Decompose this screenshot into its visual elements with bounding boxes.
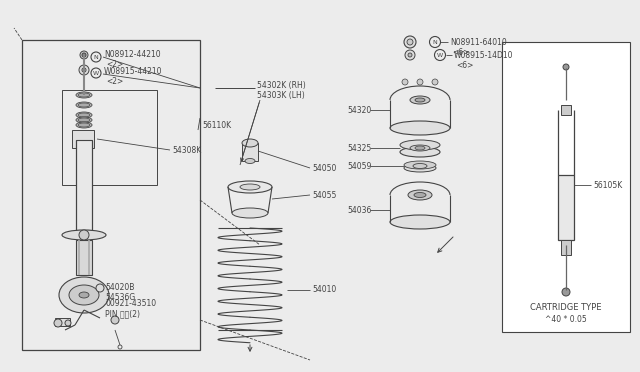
Text: <2>: <2>: [106, 60, 124, 68]
Ellipse shape: [410, 145, 430, 151]
Text: <2>: <2>: [106, 77, 124, 86]
Ellipse shape: [76, 92, 92, 98]
Text: 54036: 54036: [348, 205, 372, 215]
Text: N: N: [433, 39, 437, 45]
Circle shape: [562, 288, 570, 296]
Bar: [502, 42, 630, 332]
Ellipse shape: [242, 139, 258, 147]
Ellipse shape: [390, 215, 450, 229]
Ellipse shape: [413, 164, 427, 169]
Bar: [76, 240, 92, 275]
Text: 54320: 54320: [348, 106, 372, 115]
Ellipse shape: [400, 147, 440, 157]
Text: 54010: 54010: [312, 285, 336, 295]
Text: 56105K: 56105K: [593, 180, 622, 189]
Ellipse shape: [245, 158, 255, 164]
Circle shape: [65, 320, 71, 326]
Circle shape: [408, 53, 412, 57]
Ellipse shape: [79, 292, 89, 298]
Text: 54303K (LH): 54303K (LH): [257, 90, 305, 99]
Bar: [561, 240, 571, 255]
Ellipse shape: [69, 285, 99, 305]
Circle shape: [96, 284, 104, 292]
Circle shape: [407, 39, 413, 45]
Ellipse shape: [404, 164, 436, 172]
Bar: [22, 40, 200, 350]
Text: N: N: [93, 55, 99, 60]
Circle shape: [80, 51, 88, 59]
Bar: [561, 105, 571, 115]
Ellipse shape: [78, 123, 90, 127]
Ellipse shape: [232, 208, 268, 218]
Ellipse shape: [59, 277, 109, 313]
Circle shape: [79, 230, 89, 240]
Bar: [558, 175, 574, 240]
Text: 00921-43510
PIN ピン(2): 00921-43510 PIN ピン(2): [105, 299, 156, 319]
Text: 54059: 54059: [348, 161, 372, 170]
Text: W08915-14D10: W08915-14D10: [454, 51, 513, 60]
Text: 56110K: 56110K: [202, 121, 231, 129]
Ellipse shape: [415, 98, 425, 102]
Ellipse shape: [76, 117, 92, 123]
Ellipse shape: [240, 184, 260, 190]
Circle shape: [111, 316, 119, 324]
Ellipse shape: [410, 96, 430, 104]
Text: W08915-44210: W08915-44210: [104, 67, 163, 76]
Text: N08912-44210: N08912-44210: [104, 49, 161, 58]
Text: 54302K (RH): 54302K (RH): [257, 80, 306, 90]
Bar: [242, 143, 258, 161]
Text: <6>: <6>: [452, 48, 469, 57]
Circle shape: [82, 53, 86, 57]
Ellipse shape: [390, 121, 450, 135]
Ellipse shape: [415, 146, 425, 150]
Circle shape: [405, 50, 415, 60]
Text: 54536G: 54536G: [105, 294, 135, 302]
Text: ^40 * 0.05: ^40 * 0.05: [545, 315, 587, 324]
Ellipse shape: [78, 118, 90, 122]
Circle shape: [79, 65, 89, 75]
Ellipse shape: [414, 192, 426, 198]
Bar: [72, 130, 94, 148]
Circle shape: [432, 79, 438, 85]
Ellipse shape: [76, 112, 92, 118]
Ellipse shape: [400, 140, 440, 150]
Ellipse shape: [78, 103, 90, 107]
Circle shape: [563, 64, 569, 70]
Circle shape: [417, 79, 423, 85]
Text: 54308K: 54308K: [172, 145, 201, 154]
Circle shape: [402, 79, 408, 85]
Text: N08911-64010: N08911-64010: [450, 38, 507, 46]
Bar: [55, 318, 70, 326]
Ellipse shape: [228, 181, 272, 193]
Text: W: W: [437, 52, 443, 58]
Ellipse shape: [408, 190, 432, 200]
Bar: [76, 140, 92, 230]
Ellipse shape: [76, 122, 92, 128]
Circle shape: [404, 36, 416, 48]
Text: 54055: 54055: [312, 190, 337, 199]
Text: 54325: 54325: [348, 144, 372, 153]
Text: <6>: <6>: [456, 61, 474, 70]
Ellipse shape: [404, 161, 436, 169]
Text: 54020B: 54020B: [105, 283, 134, 292]
Ellipse shape: [78, 93, 90, 97]
Text: W: W: [93, 71, 99, 76]
Ellipse shape: [76, 102, 92, 108]
Bar: [62, 90, 157, 185]
Circle shape: [54, 319, 62, 327]
Ellipse shape: [78, 113, 90, 117]
Text: CARTRIDGE TYPE: CARTRIDGE TYPE: [531, 304, 602, 312]
Text: 54050: 54050: [312, 164, 337, 173]
Ellipse shape: [62, 230, 106, 240]
